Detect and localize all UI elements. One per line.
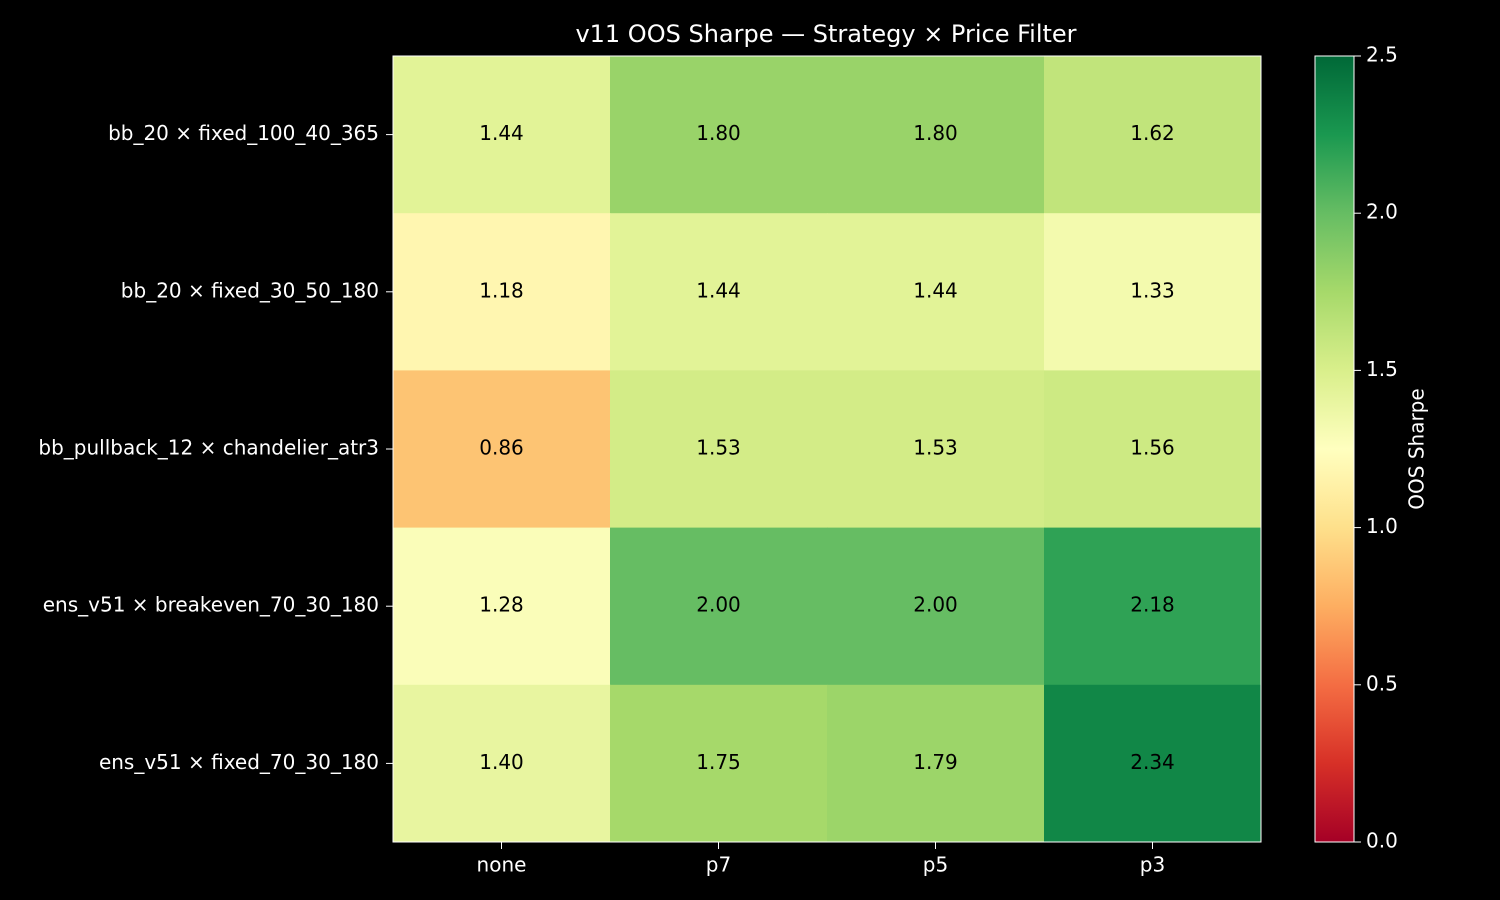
heatmap-cell bbox=[1044, 527, 1262, 686]
colorbar-label: OOS Sharpe bbox=[1405, 388, 1429, 509]
y-tick-label: bb_20 × fixed_100_40_365 bbox=[108, 121, 379, 145]
heatmap-cell bbox=[610, 213, 828, 371]
cell-label: 1.53 bbox=[696, 436, 741, 460]
heatmap-cell bbox=[827, 370, 1045, 529]
chart-title: v11 OOS Sharpe — Strategy × Price Filter bbox=[575, 20, 1076, 48]
heatmap-cell bbox=[827, 213, 1045, 371]
cell-label: 2.18 bbox=[1130, 593, 1175, 617]
colorbar-tick-label: 1.0 bbox=[1366, 514, 1398, 538]
cell-label: 1.53 bbox=[913, 436, 958, 460]
cell-label: 1.18 bbox=[479, 278, 524, 302]
heatmap-cell bbox=[610, 684, 828, 843]
cell-label: 1.80 bbox=[913, 121, 958, 145]
heatmap-cell bbox=[393, 527, 611, 686]
heatmap-cell bbox=[1044, 56, 1262, 214]
heatmap-cell bbox=[827, 684, 1045, 843]
cell-label: 1.79 bbox=[913, 750, 958, 774]
heatmap-cell bbox=[610, 527, 828, 686]
x-tick-label: p5 bbox=[923, 853, 948, 877]
y-tick-label: bb_20 × fixed_30_50_180 bbox=[121, 278, 379, 302]
cell-label: 1.75 bbox=[696, 750, 741, 774]
heatmap-cell bbox=[827, 56, 1045, 214]
colorbar bbox=[1314, 55, 1355, 843]
heatmap-cell bbox=[393, 56, 611, 214]
heatmap-cell bbox=[1044, 213, 1262, 371]
cell-label: 2.00 bbox=[913, 593, 958, 617]
heatmap-cell bbox=[1044, 370, 1262, 529]
cell-label: 1.40 bbox=[479, 750, 524, 774]
heatmap-cell bbox=[827, 527, 1045, 686]
cell-label: 1.62 bbox=[1130, 121, 1175, 145]
heatmap-cell bbox=[393, 370, 611, 529]
colorbar-tick-label: 0.0 bbox=[1366, 829, 1398, 853]
colorbar-tick-label: 2.0 bbox=[1366, 200, 1398, 224]
cell-label: 2.34 bbox=[1130, 750, 1175, 774]
y-tick-label: ens_v51 × breakeven_70_30_180 bbox=[43, 593, 379, 617]
heatmap-cell bbox=[393, 684, 611, 843]
cell-label: 1.44 bbox=[913, 278, 958, 302]
colorbar-tick-label: 1.5 bbox=[1366, 357, 1398, 381]
cell-label: 2.00 bbox=[696, 593, 741, 617]
cell-label: 1.80 bbox=[696, 121, 741, 145]
cell-label: 1.44 bbox=[479, 121, 524, 145]
x-tick-label: none bbox=[477, 853, 527, 877]
cell-label: 1.28 bbox=[479, 593, 524, 617]
heatmap-cell bbox=[610, 56, 828, 214]
colorbar-tick-label: 2.5 bbox=[1366, 43, 1398, 67]
x-tick-label: p3 bbox=[1140, 853, 1165, 877]
colorbar-tick-label: 0.5 bbox=[1366, 671, 1398, 695]
heatmap-cell bbox=[393, 213, 611, 371]
cell-label: 1.33 bbox=[1130, 278, 1175, 302]
y-tick-label: ens_v51 × fixed_70_30_180 bbox=[99, 750, 379, 774]
heatmap-cell bbox=[610, 370, 828, 529]
heatmap-cell bbox=[1044, 684, 1262, 843]
cell-label: 1.44 bbox=[696, 278, 741, 302]
cell-label: 1.56 bbox=[1130, 436, 1175, 460]
cell-label: 0.86 bbox=[479, 436, 524, 460]
x-tick-label: p7 bbox=[706, 853, 731, 877]
y-tick-label: bb_pullback_12 × chandelier_atr3 bbox=[38, 436, 379, 460]
